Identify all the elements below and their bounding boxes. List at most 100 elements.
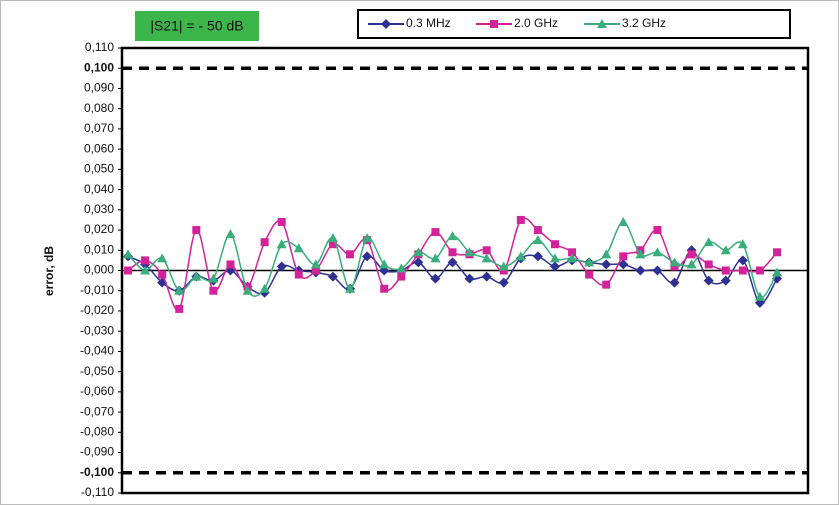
data-point — [499, 266, 508, 275]
data-point — [498, 277, 509, 288]
y-tick-label: -0,080 — [80, 424, 114, 438]
y-axis-label: error, dB — [42, 246, 56, 296]
data-point — [498, 261, 509, 271]
legend-marker — [597, 19, 607, 28]
data-point — [327, 271, 338, 282]
data-point — [721, 266, 730, 275]
y-tick-label: -0,110 — [81, 485, 114, 499]
data-point — [720, 275, 731, 286]
data-point — [191, 271, 202, 281]
data-point — [140, 265, 151, 275]
data-point — [293, 243, 304, 253]
data-point — [482, 246, 491, 255]
data-point — [260, 238, 269, 247]
data-point — [549, 261, 560, 272]
data-point — [669, 257, 680, 267]
data-point — [772, 267, 782, 277]
data-point — [226, 260, 235, 269]
data-point — [430, 273, 441, 284]
data-point — [259, 283, 270, 293]
data-point — [550, 240, 559, 249]
data-point — [652, 247, 663, 257]
data-point — [601, 259, 612, 270]
y-tick-label: -0,100 — [80, 465, 114, 479]
data-point — [277, 217, 286, 226]
data-point — [635, 265, 646, 276]
legend-label: 2.0 GHz — [514, 16, 558, 30]
data-point — [464, 273, 475, 284]
data-point — [242, 285, 253, 295]
data-point — [175, 304, 184, 313]
data-point — [619, 252, 628, 261]
data-point — [123, 249, 133, 259]
data-point — [533, 226, 542, 235]
data-point — [209, 286, 218, 295]
data-point — [737, 255, 748, 266]
data-point — [124, 266, 132, 275]
data-point — [346, 250, 355, 259]
annotation: |S21| = - 50 dB — [150, 18, 243, 34]
data-point — [413, 257, 424, 268]
y-tick-label: 0,020 — [84, 222, 114, 236]
data-point — [585, 270, 594, 279]
y-tick-label: 0,030 — [84, 202, 114, 216]
legend-marker — [381, 19, 391, 29]
data-point — [431, 228, 440, 237]
data-point — [327, 233, 338, 243]
y-tick-label: 0,040 — [84, 182, 114, 196]
legend-label: 3.2 GHz — [622, 16, 666, 30]
data-point — [397, 272, 406, 281]
data-point — [755, 266, 764, 275]
y-tick-label: 0,100 — [84, 60, 114, 74]
data-point — [447, 231, 458, 241]
y-tick-label: -0,030 — [80, 323, 114, 337]
y-tick-label: 0,090 — [84, 81, 114, 95]
data-point — [704, 260, 713, 269]
y-tick-label: -0,040 — [80, 344, 114, 358]
data-point — [328, 240, 337, 249]
y-tick-label: -0,060 — [80, 384, 114, 398]
data-point — [773, 248, 781, 257]
data-point — [310, 259, 321, 269]
data-point — [670, 262, 679, 271]
data-point — [602, 280, 611, 289]
data-point — [737, 239, 748, 249]
data-point — [652, 265, 663, 276]
y-tick-label: -0,010 — [80, 283, 114, 297]
data-point — [635, 249, 646, 259]
data-point — [720, 245, 731, 255]
y-tick-label: 0,070 — [84, 121, 114, 135]
data-point — [686, 259, 697, 269]
data-point — [754, 291, 765, 301]
data-point — [618, 216, 629, 226]
y-tick-label: -0,020 — [80, 303, 114, 317]
data-point — [311, 266, 320, 275]
data-point — [208, 273, 219, 283]
legend-box — [357, 9, 791, 39]
data-point — [515, 251, 526, 261]
data-point — [362, 251, 373, 262]
data-point — [174, 285, 185, 295]
data-point — [276, 239, 287, 249]
y-tick-label: 0,110 — [85, 40, 114, 54]
data-point — [396, 263, 407, 273]
data-point — [380, 284, 389, 293]
y-tick-label: -0,050 — [80, 364, 114, 378]
data-point — [413, 247, 424, 257]
data-point — [549, 253, 560, 263]
data-point — [276, 261, 287, 272]
data-point — [584, 257, 595, 267]
data-point — [464, 247, 475, 257]
data-point — [601, 249, 612, 259]
data-point — [703, 275, 714, 286]
data-point — [157, 253, 168, 263]
data-point — [618, 259, 629, 270]
data-point — [158, 270, 167, 279]
y-tick-label: -0,070 — [80, 404, 114, 418]
data-point — [653, 226, 662, 235]
data-point — [225, 229, 236, 239]
data-point — [345, 283, 356, 293]
data-point — [687, 250, 696, 259]
data-point — [481, 253, 492, 263]
